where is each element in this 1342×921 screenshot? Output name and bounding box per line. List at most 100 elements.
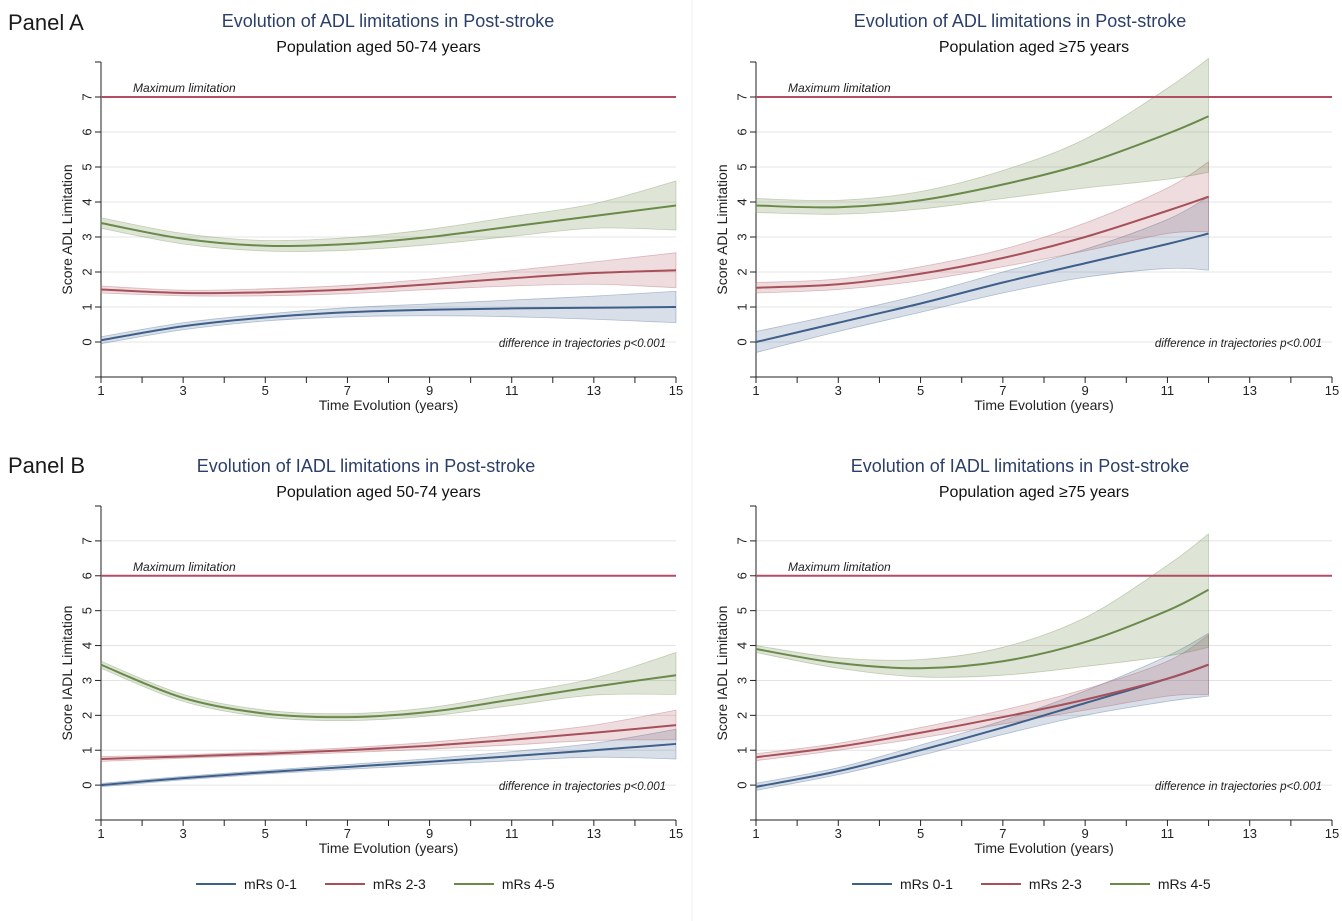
chart-subtitle: Population aged 50-74 years (276, 39, 481, 56)
y-tick-label: 6 (735, 128, 750, 135)
ci-band-mrs-0-1 (755, 632, 1209, 791)
y-tick-label: 4 (80, 198, 95, 205)
chart-title: Evolution of IADL limitations in Post-st… (197, 456, 535, 476)
y-tick-label: 6 (80, 572, 95, 579)
x-axis-label: Time Evolution (years) (974, 840, 1114, 856)
ci-band-mrs-4-5 (755, 57, 1209, 215)
max-limitation-label: Maximum limitation (788, 560, 891, 574)
x-tick-label: 15 (669, 383, 683, 398)
y-tick-label: 1 (80, 303, 95, 310)
panel-b-label: Panel B (8, 453, 86, 478)
y-tick-label: 7 (735, 93, 750, 100)
x-tick-label: 1 (97, 383, 104, 398)
legend-item: mRs 4-5 (1109, 876, 1211, 892)
x-tick-label: 13 (1242, 383, 1256, 398)
y-tick-label: 2 (80, 712, 95, 719)
ci-band-mrs-2-3 (755, 634, 1209, 762)
x-tick-label: 11 (505, 826, 519, 841)
series-line-mrs-0-1 (100, 306, 677, 342)
y-tick-label: 3 (80, 233, 95, 240)
x-tick-label: 5 (917, 826, 924, 841)
y-tick-label: 3 (735, 233, 750, 240)
x-tick-label: 15 (1325, 383, 1339, 398)
x-tick-label: 3 (835, 826, 842, 841)
x-tick-label: 9 (426, 383, 433, 398)
ci-band-mrs-2-3 (100, 252, 677, 297)
x-tick-label: 11 (1161, 383, 1175, 398)
ci-band-mrs-0-1 (100, 290, 677, 345)
legend-item: mRs 2-3 (980, 876, 1082, 892)
x-tick-label: 5 (262, 383, 269, 398)
series-line-mrs-4-5 (100, 204, 677, 248)
p-value-annotation: difference in trajectories p<0.001 (499, 781, 666, 793)
max-limitation-label: Maximum limitation (788, 81, 891, 95)
chart-subtitle: Population aged ≥75 years (939, 484, 1129, 501)
y-tick-label: 5 (80, 163, 95, 170)
ci-band-mrs-0-1 (755, 196, 1209, 354)
legend-label: mRs 2-3 (372, 876, 426, 892)
y-tick-label: 4 (80, 642, 95, 649)
y-tick-label: 6 (80, 128, 95, 135)
legend-label: mRs 0-1 (244, 876, 297, 892)
y-tick-label: 5 (80, 607, 95, 614)
x-tick-label: 7 (999, 826, 1006, 841)
chart-title: Evolution of ADL limitations in Post-str… (222, 11, 554, 31)
legend-swatch (852, 883, 892, 885)
series-line-mrs-2-3 (100, 269, 677, 295)
series-line-mrs-2-3 (755, 195, 1209, 289)
legend-right: mRs 0-1 mRs 2-3 mRs 4-5 (852, 876, 1211, 892)
x-tick-label: 15 (1325, 826, 1339, 841)
y-axis-label: Score IADL Limitation (714, 606, 730, 741)
y-tick-label: 7 (735, 537, 750, 544)
y-tick-label: 4 (735, 198, 750, 205)
x-tick-label: 7 (999, 383, 1006, 398)
ci-band-mrs-4-5 (100, 651, 677, 721)
y-tick-label: 7 (80, 537, 95, 544)
x-tick-label: 1 (97, 826, 104, 841)
x-tick-label: 3 (180, 826, 187, 841)
y-axis-label: Score ADL Limitation (59, 164, 75, 294)
x-tick-label: 13 (587, 826, 601, 841)
ci-band-mrs-4-5 (100, 180, 677, 252)
series-line-mrs-4-5 (100, 663, 677, 719)
legend-swatch (453, 883, 494, 885)
legend-item: mRs 4-5 (453, 876, 555, 892)
series-line-mrs-2-3 (100, 724, 677, 760)
x-tick-label: 5 (262, 826, 269, 841)
y-tick-label: 5 (735, 163, 750, 170)
ci-band-mrs-0-1 (100, 728, 677, 788)
y-tick-label: 1 (735, 303, 750, 310)
chart-title: Evolution of IADL limitations in Post-st… (851, 456, 1189, 476)
legend-swatch (1109, 883, 1150, 885)
legend-label: mRs 2-3 (1028, 876, 1082, 892)
panel-a-label: Panel A (8, 10, 84, 35)
x-tick-label: 15 (669, 826, 683, 841)
series-line-mrs-2-3 (755, 663, 1209, 759)
series-line-mrs-4-5 (755, 588, 1210, 670)
y-tick-label: 0 (80, 781, 95, 788)
legend-item: mRs 0-1 (852, 876, 953, 892)
series-line-mrs-4-5 (755, 115, 1209, 209)
y-tick-label: 6 (735, 572, 750, 579)
x-tick-label: 1 (752, 383, 759, 398)
y-tick-label: 0 (80, 338, 95, 345)
x-tick-label: 9 (1082, 383, 1089, 398)
x-tick-label: 3 (835, 383, 842, 398)
chart-subtitle: Population aged ≥75 years (939, 39, 1129, 56)
legend-left: mRs 0-1 mRs 2-3 mRs 4-5 (196, 876, 555, 892)
y-tick-label: 1 (735, 747, 750, 754)
x-tick-label: 7 (344, 826, 351, 841)
max-limitation-label: Maximum limitation (133, 560, 236, 574)
x-tick-label: 1 (752, 826, 759, 841)
x-tick-label: 9 (426, 826, 433, 841)
x-tick-label: 13 (1242, 826, 1256, 841)
x-tick-label: 13 (587, 383, 601, 398)
y-tick-label: 4 (735, 642, 750, 649)
y-tick-label: 1 (80, 747, 95, 754)
y-tick-label: 2 (735, 712, 750, 719)
chart-title: Evolution of ADL limitations in Post-str… (854, 11, 1186, 31)
